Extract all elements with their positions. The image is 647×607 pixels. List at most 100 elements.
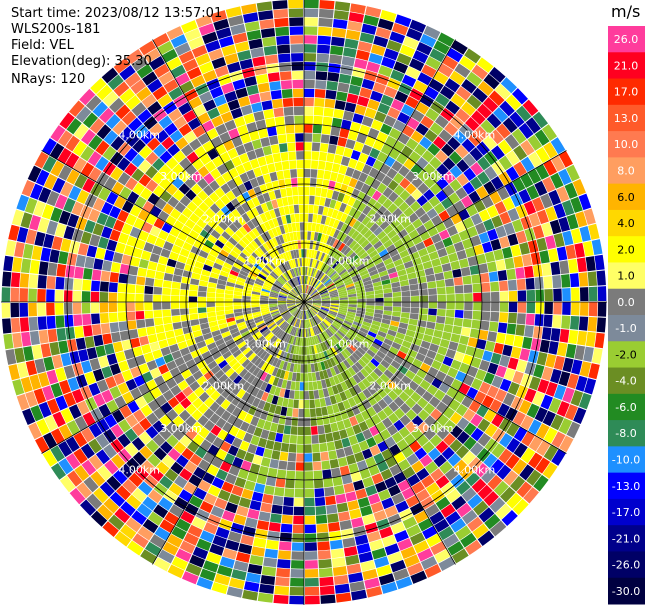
velocity-gate — [351, 352, 361, 361]
velocity-gate — [135, 302, 144, 311]
velocity-gate — [217, 73, 232, 86]
velocity-gate — [325, 89, 337, 100]
velocity-gate — [345, 554, 360, 566]
velocity-gate — [412, 337, 423, 347]
velocity-gate — [188, 364, 200, 375]
velocity-gate — [424, 129, 438, 143]
velocity-gate — [285, 232, 291, 242]
velocity-gate — [247, 563, 263, 575]
velocity-gate — [252, 265, 261, 273]
velocity-gate — [85, 95, 102, 112]
velocity-gate — [375, 334, 385, 342]
velocity-gate — [302, 302, 304, 311]
velocity-gate — [193, 487, 207, 500]
velocity-gate — [145, 439, 160, 453]
velocity-gate — [421, 475, 435, 488]
velocity-gate — [355, 286, 365, 291]
velocity-gate — [334, 393, 343, 404]
velocity-gate — [290, 169, 298, 178]
velocity-gate — [261, 566, 277, 577]
velocity-gate — [333, 250, 341, 259]
velocity-gate — [533, 364, 545, 379]
velocity-gate — [551, 449, 566, 466]
velocity-gate — [566, 164, 580, 182]
velocity-gate — [496, 123, 511, 139]
velocity-gate — [403, 158, 416, 171]
velocity-gate — [406, 28, 423, 42]
velocity-gate — [145, 318, 155, 328]
velocity-gate — [339, 305, 348, 309]
velocity-gate — [300, 267, 303, 276]
velocity-gate — [40, 247, 52, 262]
velocity-gate — [301, 346, 304, 355]
velocity-gate — [506, 268, 517, 280]
velocity-gate — [320, 307, 329, 312]
velocity-gate — [484, 423, 498, 438]
velocity-gate — [370, 501, 384, 514]
velocity-gate — [247, 352, 257, 362]
velocity-gate — [292, 231, 298, 241]
range-ring-label: 2.00km — [369, 213, 411, 226]
velocity-gate — [286, 300, 296, 302]
velocity-gate — [409, 313, 419, 320]
velocity-gate — [206, 302, 216, 308]
colorbar-swatch — [608, 446, 645, 474]
velocity-gate — [42, 138, 57, 155]
velocity-gate — [337, 192, 345, 203]
velocity-gate — [502, 392, 516, 407]
velocity-gate — [323, 107, 334, 118]
velocity-gate — [132, 409, 146, 423]
velocity-gate — [197, 190, 209, 202]
velocity-gate — [93, 393, 106, 407]
velocity-gate — [351, 242, 361, 252]
velocity-gate — [284, 271, 291, 280]
velocity-gate — [298, 276, 302, 285]
velocity-gate — [380, 123, 393, 135]
velocity-gate — [368, 249, 379, 259]
velocity-gate — [181, 225, 192, 236]
velocity-gate — [16, 393, 30, 411]
velocity-gate — [278, 234, 285, 244]
velocity-gate — [537, 379, 550, 394]
velocity-gate — [423, 428, 436, 441]
velocity-gate — [16, 194, 30, 212]
velocity-gate — [390, 320, 400, 327]
velocity-gate — [333, 365, 341, 375]
velocity-gate — [155, 356, 166, 368]
velocity-gate — [344, 369, 353, 379]
velocity-gate — [426, 208, 438, 220]
velocity-gate — [498, 448, 513, 464]
velocity-gate — [299, 285, 303, 294]
velocity-gate — [249, 554, 264, 566]
velocity-gate — [104, 459, 119, 475]
velocity-gate — [96, 84, 113, 101]
velocity-gate — [197, 302, 207, 308]
velocity-gate — [258, 511, 271, 522]
velocity-gate — [367, 233, 377, 243]
velocity-gate — [435, 401, 448, 414]
velocity-gate — [180, 144, 194, 157]
velocity-gate — [2, 318, 12, 334]
velocity-gate — [120, 524, 137, 540]
velocity-gate — [117, 209, 130, 223]
velocity-gate — [350, 326, 360, 333]
velocity-gate — [193, 354, 204, 365]
velocity-gate — [295, 300, 304, 302]
velocity-gate — [399, 44, 416, 58]
velocity-gate — [55, 367, 67, 382]
velocity-gate — [484, 150, 498, 166]
velocity-gate — [224, 309, 234, 315]
velocity-gate — [10, 287, 20, 302]
velocity-gate — [463, 374, 475, 387]
colorbar-label: -13.0 — [612, 480, 640, 493]
velocity-gate — [112, 120, 127, 136]
velocity-gate — [239, 440, 250, 452]
velocity-gate — [294, 480, 304, 489]
velocity-gate — [272, 495, 284, 506]
velocity-gate — [437, 346, 448, 356]
velocity-gate — [315, 315, 322, 323]
velocity-gate — [338, 73, 352, 84]
velocity-gate — [336, 231, 344, 241]
velocity-gate — [322, 469, 332, 479]
velocity-gate — [277, 44, 291, 54]
